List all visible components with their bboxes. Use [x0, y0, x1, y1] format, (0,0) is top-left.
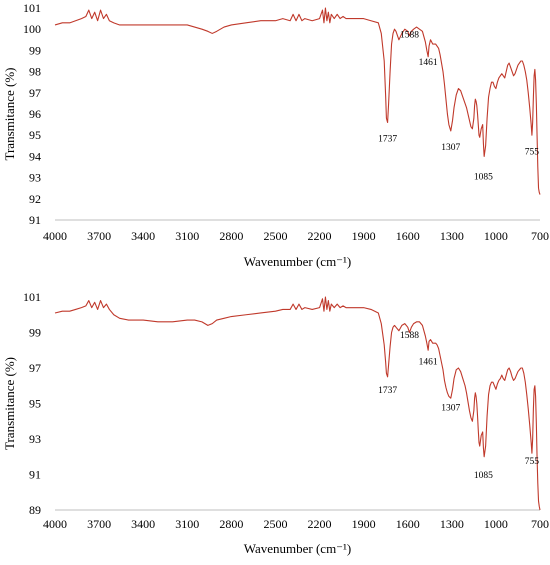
y-tick-label: 93	[29, 432, 41, 446]
x-tick-label: 1600	[396, 229, 420, 243]
y-tick-label: 91	[29, 213, 41, 227]
y-tick-label: 93	[29, 171, 41, 185]
x-tick-label: 2500	[263, 229, 287, 243]
x-tick-label: 700	[531, 229, 549, 243]
x-tick-label: 3400	[131, 229, 155, 243]
peak-label-1085: 1085	[474, 173, 493, 183]
y-tick-label: 89	[29, 503, 41, 517]
peak-label-1588: 1588	[400, 331, 419, 341]
y-tick-label: 91	[29, 468, 41, 482]
x-tick-label: 1600	[396, 517, 420, 531]
peak-label-1588: 1588	[400, 31, 419, 41]
peak-label-1737: 1737	[378, 386, 397, 396]
spectrum-line	[54, 296, 541, 511]
x-tick-label: 3100	[175, 229, 199, 243]
y-tick-label: 97	[29, 86, 41, 100]
y-tick-label: 98	[29, 65, 41, 79]
x-tick-label: 1000	[484, 229, 508, 243]
spectrum-line	[54, 7, 541, 195]
peak-label-1307: 1307	[441, 143, 460, 153]
y-tick-label: 92	[29, 192, 41, 206]
y-tick-label: 101	[23, 1, 41, 15]
x-tick-label: 1300	[440, 229, 464, 243]
x-tick-label: 2200	[308, 229, 332, 243]
peak-label-1737: 1737	[378, 135, 397, 145]
y-tick-label: 97	[29, 361, 41, 375]
x-tick-label: 2800	[219, 229, 243, 243]
y-tick-label: 95	[29, 397, 41, 411]
y-tick-label: 100	[23, 22, 41, 36]
x-tick-label: 2200	[308, 517, 332, 531]
x-tick-label: 4000	[43, 229, 67, 243]
y-tick-label: 95	[29, 128, 41, 142]
x-tick-label: 1900	[352, 517, 376, 531]
bottom-spectrum-panel: 89 91 93 95 97 99 101 4000 3700 3400 3100 2800 2500 2…	[2, 290, 549, 556]
x-tick-label: 2500	[263, 517, 287, 531]
x-tick-label: 4000	[43, 517, 67, 531]
y-tick-label: 96	[29, 107, 41, 121]
x-tick-label: 1900	[352, 229, 376, 243]
y-tick-label: 99	[29, 43, 41, 57]
x-tick-label: 3400	[131, 517, 155, 531]
x-tick-label: 3700	[87, 229, 111, 243]
peak-label-755: 755	[525, 457, 540, 467]
peak-label-1307: 1307	[441, 404, 460, 414]
top-spectrum-panel: 91 92 93 94 95 96 97 98 99 100 101 4000 3700 3400 3100…	[2, 1, 549, 269]
x-tick-label: 2800	[219, 517, 243, 531]
y-tick-label: 101	[23, 290, 41, 304]
peak-label-1461: 1461	[419, 58, 438, 68]
y-axis-title: Transmitance (%)	[2, 357, 17, 450]
peak-label-1461: 1461	[419, 357, 438, 367]
y-tick-label: 99	[29, 326, 41, 340]
x-tick-label: 3100	[175, 517, 199, 531]
x-tick-label: 1000	[484, 517, 508, 531]
x-axis-title: Wavenumber (cm⁻¹)	[244, 254, 352, 269]
x-axis-title: Wavenumber (cm⁻¹)	[244, 541, 352, 556]
x-tick-label: 3700	[87, 517, 111, 531]
peak-label-1085: 1085	[474, 471, 493, 481]
y-tick-label: 94	[29, 149, 41, 163]
peak-label-755: 755	[525, 147, 540, 157]
x-tick-label: 700	[531, 517, 549, 531]
x-tick-label: 1300	[440, 517, 464, 531]
y-axis-title: Transmitance (%)	[2, 67, 17, 160]
